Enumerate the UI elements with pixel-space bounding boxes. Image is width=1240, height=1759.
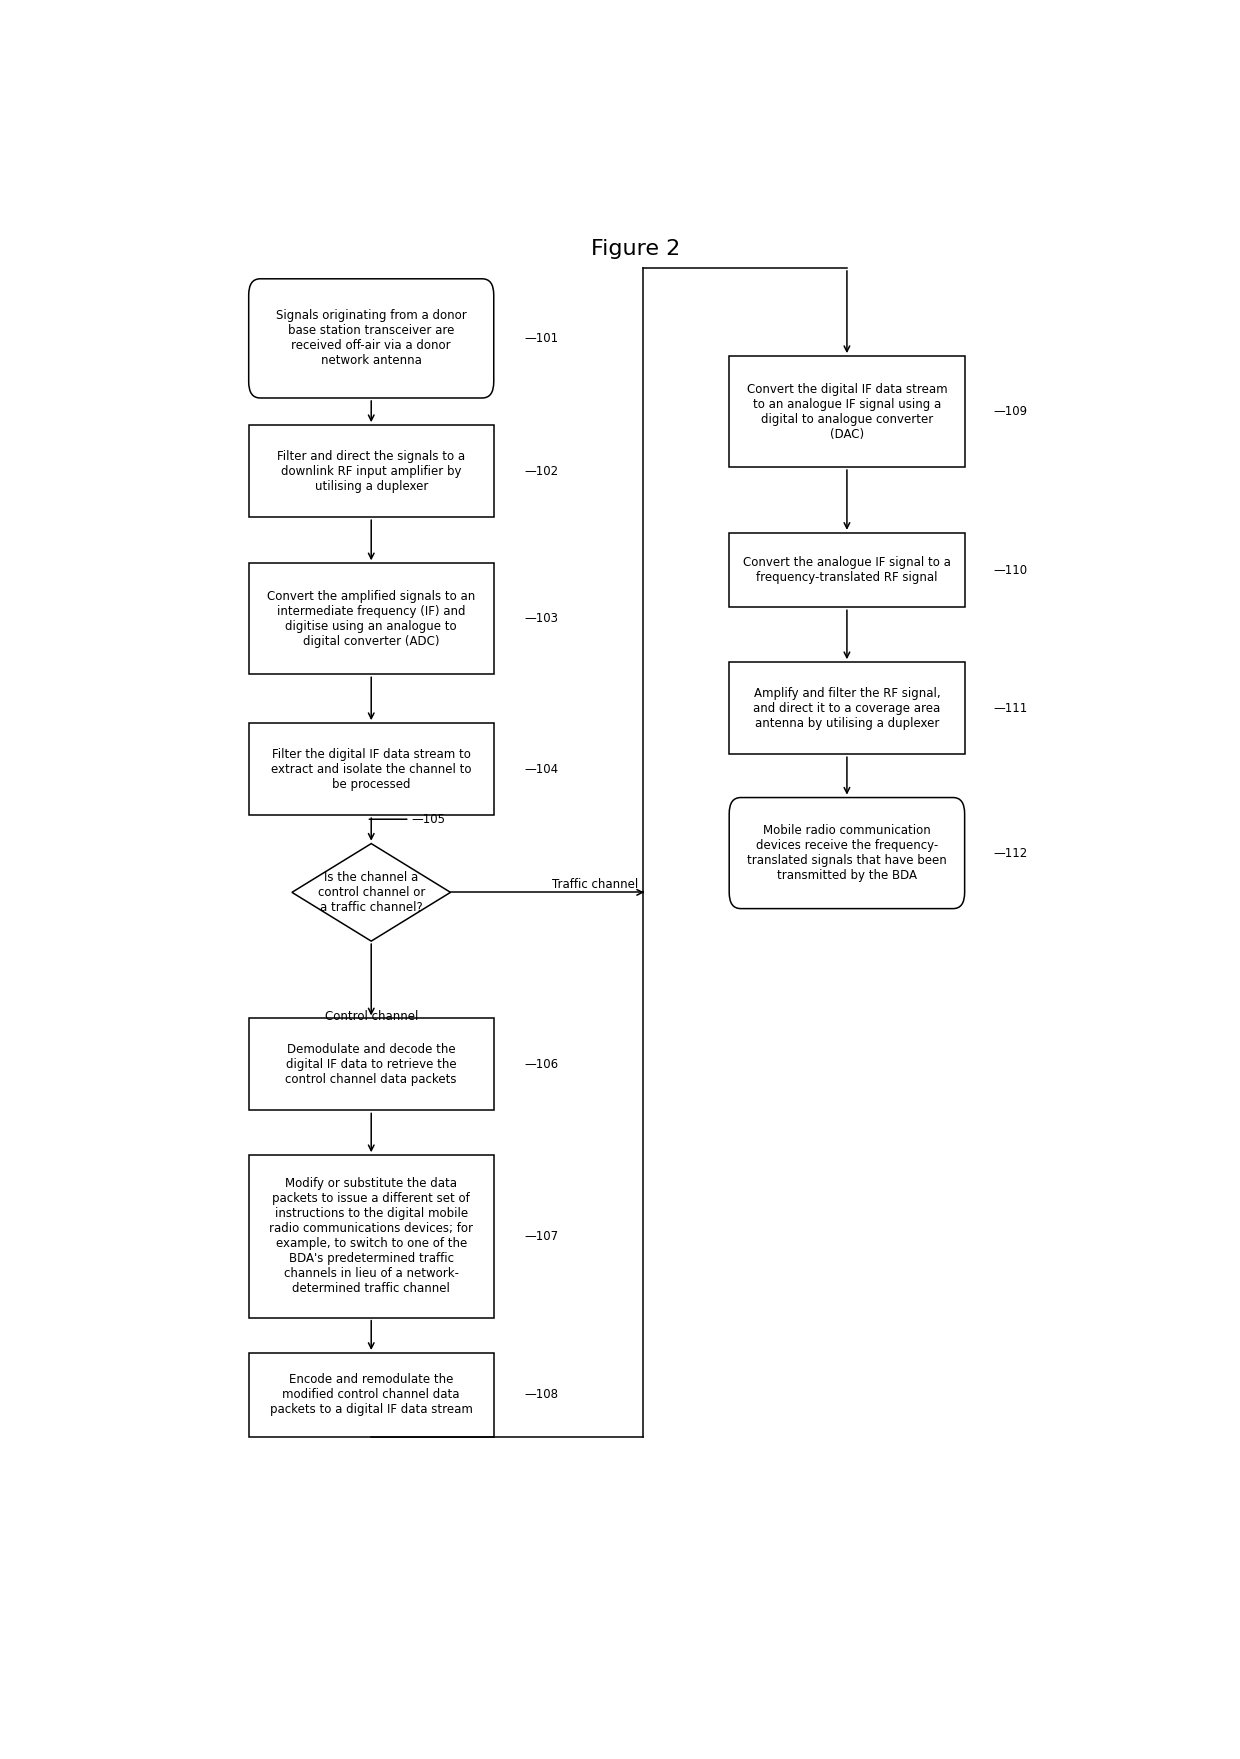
Text: Signals originating from a donor
base station transceiver are
received off-air v: Signals originating from a donor base st…: [275, 310, 466, 368]
FancyBboxPatch shape: [249, 1353, 494, 1437]
Text: —107: —107: [525, 1230, 559, 1244]
Text: —111: —111: [993, 702, 1028, 714]
Text: —102: —102: [525, 464, 559, 478]
Text: —103: —103: [525, 612, 558, 624]
Text: Amplify and filter the RF signal,
and direct it to a coverage area
antenna by ut: Amplify and filter the RF signal, and di…: [753, 686, 941, 730]
FancyBboxPatch shape: [729, 533, 965, 607]
FancyBboxPatch shape: [249, 426, 494, 517]
Text: Traffic channel: Traffic channel: [552, 878, 639, 890]
Text: Is the channel a
control channel or
a traffic channel?: Is the channel a control channel or a tr…: [317, 871, 425, 915]
Text: Encode and remodulate the
modified control channel data
packets to a digital IF : Encode and remodulate the modified contr…: [270, 1374, 472, 1416]
Text: Figure 2: Figure 2: [591, 239, 680, 259]
Text: —112: —112: [993, 846, 1028, 860]
Text: —101: —101: [525, 332, 559, 345]
Text: —110: —110: [993, 563, 1028, 577]
FancyBboxPatch shape: [249, 563, 494, 674]
Text: Filter the digital IF data stream to
extract and isolate the channel to
be proce: Filter the digital IF data stream to ext…: [272, 748, 471, 790]
Polygon shape: [291, 844, 450, 941]
Text: Convert the analogue IF signal to a
frequency-translated RF signal: Convert the analogue IF signal to a freq…: [743, 556, 951, 584]
Text: Filter and direct the signals to a
downlink RF input amplifier by
utilising a du: Filter and direct the signals to a downl…: [278, 450, 465, 493]
Text: —108: —108: [525, 1388, 558, 1402]
FancyBboxPatch shape: [249, 1018, 494, 1110]
FancyBboxPatch shape: [249, 1156, 494, 1317]
Text: Control channel: Control channel: [325, 1010, 418, 1024]
Text: Convert the amplified signals to an
intermediate frequency (IF) and
digitise usi: Convert the amplified signals to an inte…: [267, 589, 475, 647]
FancyBboxPatch shape: [249, 280, 494, 398]
Text: Demodulate and decode the
digital IF data to retrieve the
control channel data p: Demodulate and decode the digital IF dat…: [285, 1043, 458, 1085]
FancyBboxPatch shape: [729, 797, 965, 909]
Text: —105: —105: [412, 813, 445, 825]
Text: Modify or substitute the data
packets to issue a different set of
instructions t: Modify or substitute the data packets to…: [269, 1177, 474, 1295]
FancyBboxPatch shape: [729, 355, 965, 468]
FancyBboxPatch shape: [729, 661, 965, 755]
Text: —106: —106: [525, 1057, 559, 1071]
Text: —109: —109: [993, 405, 1028, 419]
FancyBboxPatch shape: [249, 723, 494, 814]
Text: Convert the digital IF data stream
to an analogue IF signal using a
digital to a: Convert the digital IF data stream to an…: [746, 382, 947, 440]
Text: Mobile radio communication
devices receive the frequency-
translated signals tha: Mobile radio communication devices recei…: [746, 823, 947, 881]
Text: —104: —104: [525, 763, 559, 776]
